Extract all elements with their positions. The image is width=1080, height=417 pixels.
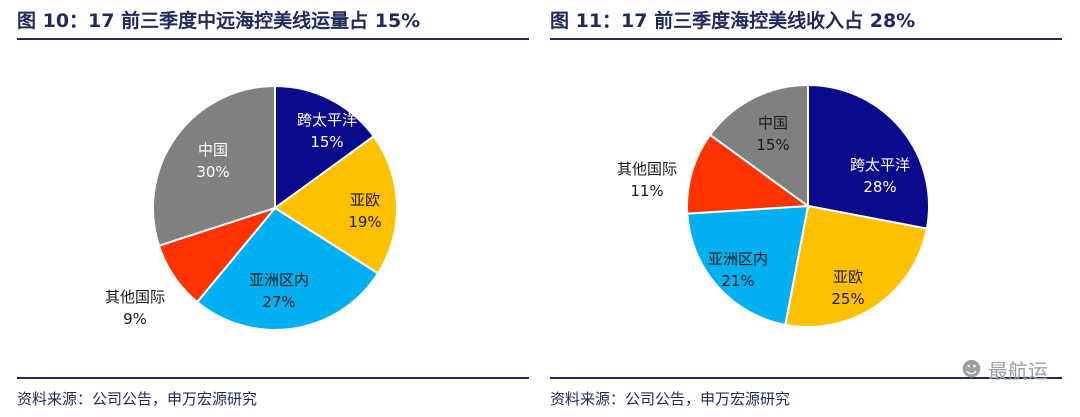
footer-divider (550, 377, 1062, 379)
title-divider (550, 38, 1062, 40)
source-note: 资料来源：公司公告，申万宏源研究 (17, 390, 258, 408)
slice-category-label: 中国 (198, 141, 228, 159)
slice-category-label: 其他国际 (105, 288, 165, 306)
slice-category-label: 其他国际 (617, 160, 677, 178)
watermark-text: 最航运 (988, 358, 1048, 383)
pie-slice-2 (686, 204, 810, 327)
slice-value-label: 15% (310, 133, 343, 151)
slice-value-label: 19% (348, 213, 381, 231)
slice-category-label: 亚欧 (350, 191, 380, 209)
slice-value-label: 27% (262, 293, 295, 311)
pie-slice-3 (686, 133, 811, 215)
figure-title: 图 10：17 前三季度中远海控美线运量占 15% (17, 10, 421, 32)
pie-slice-0 (274, 84, 376, 210)
wechat-icon: ☻ (961, 357, 982, 381)
slice-value-label: 30% (196, 163, 229, 181)
slice-value-label: 11% (630, 182, 663, 200)
slice-value-label: 21% (721, 272, 754, 290)
slice-category-label: 亚欧 (833, 268, 863, 286)
slice-value-label: 9% (123, 310, 147, 328)
watermark: ☻ 最航运 (961, 355, 1048, 383)
pie-chart-volume: 跨太平洋 15% 亚欧 19% 亚洲区内 27% 其他国际 9% 中国 30% (105, 84, 398, 331)
pie-slice-2 (195, 206, 380, 331)
pie-slice-1 (784, 204, 929, 328)
slice-value-label: 15% (756, 136, 789, 154)
pie-slice-1 (273, 134, 398, 275)
title-divider (17, 38, 529, 40)
slice-category-label: 亚洲区内 (249, 271, 309, 289)
chart-panel-volume: 图 10：17 前三季度中远海控美线运量占 15% 跨太平洋 15% 亚欧 19% 亚洲… (17, 0, 529, 417)
pie-slice-4 (708, 83, 809, 208)
slice-category-label: 跨太平洋 (850, 156, 910, 174)
pie-chart-revenue: 跨太平洋 28% 亚欧 25% 亚洲区内 21% 其他国际 11% 中国 15% (617, 83, 930, 328)
footer-divider (17, 377, 529, 379)
slice-value-label: 25% (831, 290, 864, 308)
figure-title: 图 11：17 前三季度海控美线收入占 28% (550, 10, 916, 32)
slice-category-label: 跨太平洋 (297, 111, 357, 129)
chart-panel-revenue: 图 11：17 前三季度海控美线收入占 28% 跨太平洋 28% 亚欧 25% 亚洲区内… (550, 0, 1062, 417)
pie-slice-0 (807, 83, 930, 230)
slice-category-label: 亚洲区内 (708, 250, 768, 268)
source-note: 资料来源：公司公告，申万宏源研究 (550, 390, 791, 408)
slice-value-label: 28% (863, 178, 896, 196)
slice-category-label: 中国 (758, 114, 788, 132)
pie-slice-4 (152, 84, 276, 247)
